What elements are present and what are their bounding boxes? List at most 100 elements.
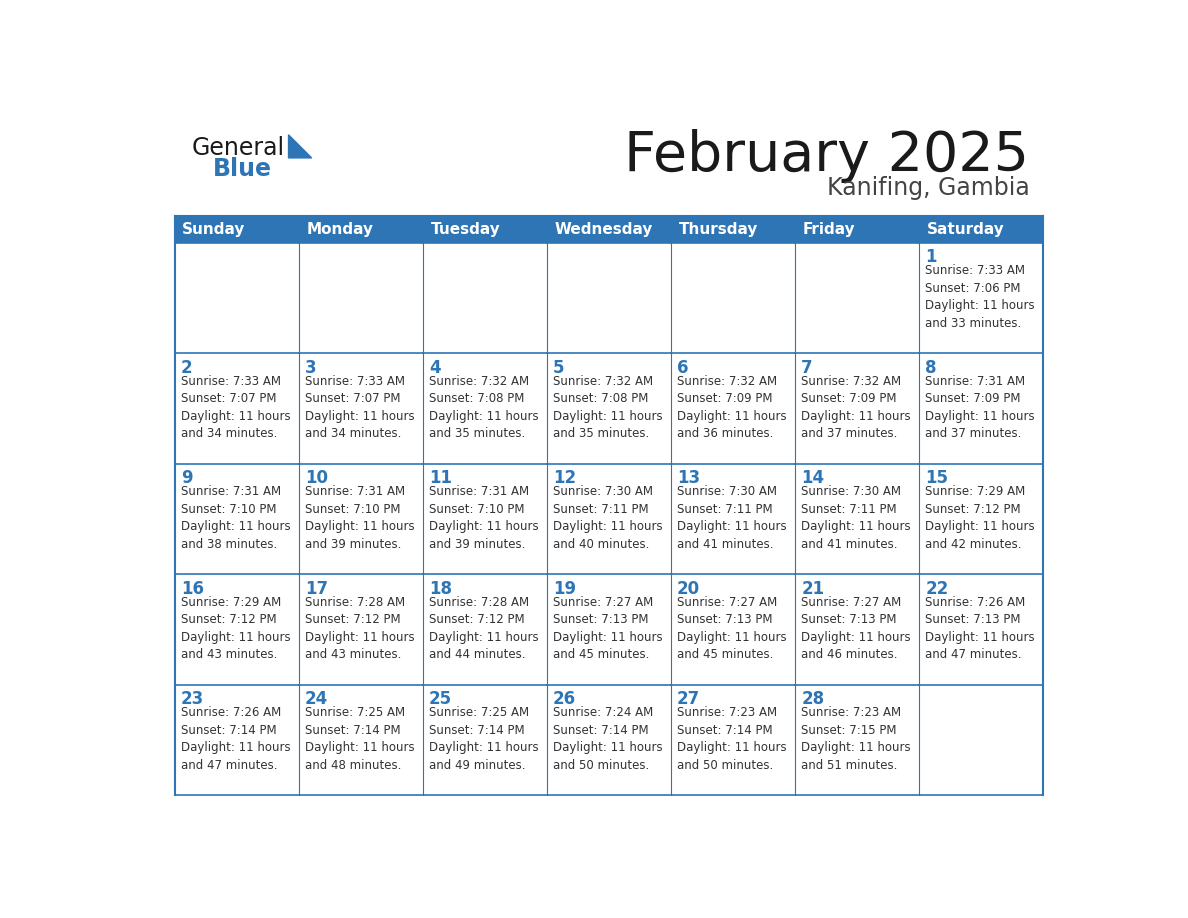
Bar bbox=[920, 353, 1043, 464]
Text: Sunrise: 7:33 AM
Sunset: 7:07 PM
Daylight: 11 hours
and 34 minutes.: Sunrise: 7:33 AM Sunset: 7:07 PM Dayligh… bbox=[305, 375, 415, 441]
Text: 1: 1 bbox=[925, 248, 936, 266]
Text: 5: 5 bbox=[552, 359, 564, 376]
Bar bbox=[546, 242, 671, 353]
Bar bbox=[175, 242, 298, 353]
Text: 2: 2 bbox=[181, 359, 192, 376]
Text: 3: 3 bbox=[305, 359, 316, 376]
Text: 22: 22 bbox=[925, 579, 948, 598]
Text: 24: 24 bbox=[305, 690, 328, 709]
Bar bbox=[423, 464, 546, 575]
Text: 15: 15 bbox=[925, 469, 948, 487]
Text: 6: 6 bbox=[677, 359, 689, 376]
Bar bbox=[920, 464, 1043, 575]
Bar bbox=[298, 242, 423, 353]
Bar bbox=[795, 575, 920, 685]
Bar bbox=[920, 575, 1043, 685]
Text: Sunrise: 7:28 AM
Sunset: 7:12 PM
Daylight: 11 hours
and 43 minutes.: Sunrise: 7:28 AM Sunset: 7:12 PM Dayligh… bbox=[305, 596, 415, 661]
Text: February 2025: February 2025 bbox=[624, 129, 1029, 184]
Text: Sunrise: 7:31 AM
Sunset: 7:10 PM
Daylight: 11 hours
and 39 minutes.: Sunrise: 7:31 AM Sunset: 7:10 PM Dayligh… bbox=[305, 486, 415, 551]
Bar bbox=[298, 464, 423, 575]
Polygon shape bbox=[289, 135, 311, 158]
Bar bbox=[546, 685, 671, 796]
Text: Sunrise: 7:27 AM
Sunset: 7:13 PM
Daylight: 11 hours
and 45 minutes.: Sunrise: 7:27 AM Sunset: 7:13 PM Dayligh… bbox=[677, 596, 786, 661]
Bar bbox=[175, 685, 298, 796]
Text: Sunrise: 7:31 AM
Sunset: 7:10 PM
Daylight: 11 hours
and 39 minutes.: Sunrise: 7:31 AM Sunset: 7:10 PM Dayligh… bbox=[429, 486, 538, 551]
Text: Monday: Monday bbox=[307, 222, 373, 237]
Bar bbox=[175, 575, 298, 685]
Bar bbox=[298, 685, 423, 796]
Text: Sunrise: 7:28 AM
Sunset: 7:12 PM
Daylight: 11 hours
and 44 minutes.: Sunrise: 7:28 AM Sunset: 7:12 PM Dayligh… bbox=[429, 596, 538, 661]
Bar bbox=[795, 353, 920, 464]
Text: 21: 21 bbox=[801, 579, 824, 598]
Text: Sunrise: 7:24 AM
Sunset: 7:14 PM
Daylight: 11 hours
and 50 minutes.: Sunrise: 7:24 AM Sunset: 7:14 PM Dayligh… bbox=[552, 707, 663, 772]
Text: Sunrise: 7:33 AM
Sunset: 7:07 PM
Daylight: 11 hours
and 34 minutes.: Sunrise: 7:33 AM Sunset: 7:07 PM Dayligh… bbox=[181, 375, 290, 441]
Text: Sunrise: 7:29 AM
Sunset: 7:12 PM
Daylight: 11 hours
and 43 minutes.: Sunrise: 7:29 AM Sunset: 7:12 PM Dayligh… bbox=[181, 596, 290, 661]
Bar bbox=[671, 685, 795, 796]
Bar bbox=[423, 353, 546, 464]
Text: 27: 27 bbox=[677, 690, 700, 709]
Text: Sunrise: 7:30 AM
Sunset: 7:11 PM
Daylight: 11 hours
and 40 minutes.: Sunrise: 7:30 AM Sunset: 7:11 PM Dayligh… bbox=[552, 486, 663, 551]
Text: 9: 9 bbox=[181, 469, 192, 487]
Bar bbox=[423, 242, 546, 353]
Text: Sunday: Sunday bbox=[182, 222, 246, 237]
Text: 7: 7 bbox=[801, 359, 813, 376]
Bar bbox=[423, 575, 546, 685]
Text: Sunrise: 7:29 AM
Sunset: 7:12 PM
Daylight: 11 hours
and 42 minutes.: Sunrise: 7:29 AM Sunset: 7:12 PM Dayligh… bbox=[925, 486, 1035, 551]
Text: Tuesday: Tuesday bbox=[430, 222, 500, 237]
Text: 20: 20 bbox=[677, 579, 700, 598]
Bar bbox=[175, 353, 298, 464]
Text: 18: 18 bbox=[429, 579, 451, 598]
Bar bbox=[795, 464, 920, 575]
Text: Sunrise: 7:27 AM
Sunset: 7:13 PM
Daylight: 11 hours
and 45 minutes.: Sunrise: 7:27 AM Sunset: 7:13 PM Dayligh… bbox=[552, 596, 663, 661]
Text: 8: 8 bbox=[925, 359, 936, 376]
Text: Sunrise: 7:32 AM
Sunset: 7:08 PM
Daylight: 11 hours
and 35 minutes.: Sunrise: 7:32 AM Sunset: 7:08 PM Dayligh… bbox=[429, 375, 538, 441]
Text: Sunrise: 7:23 AM
Sunset: 7:15 PM
Daylight: 11 hours
and 51 minutes.: Sunrise: 7:23 AM Sunset: 7:15 PM Dayligh… bbox=[801, 707, 911, 772]
Bar bbox=[920, 242, 1043, 353]
Text: 14: 14 bbox=[801, 469, 824, 487]
Text: 4: 4 bbox=[429, 359, 441, 376]
Bar bbox=[671, 242, 795, 353]
Text: Sunrise: 7:31 AM
Sunset: 7:09 PM
Daylight: 11 hours
and 37 minutes.: Sunrise: 7:31 AM Sunset: 7:09 PM Dayligh… bbox=[925, 375, 1035, 441]
Text: Thursday: Thursday bbox=[678, 222, 758, 237]
Bar bbox=[671, 353, 795, 464]
Text: 26: 26 bbox=[552, 690, 576, 709]
Text: Sunrise: 7:32 AM
Sunset: 7:08 PM
Daylight: 11 hours
and 35 minutes.: Sunrise: 7:32 AM Sunset: 7:08 PM Dayligh… bbox=[552, 375, 663, 441]
Bar bbox=[671, 575, 795, 685]
Text: Sunrise: 7:27 AM
Sunset: 7:13 PM
Daylight: 11 hours
and 46 minutes.: Sunrise: 7:27 AM Sunset: 7:13 PM Dayligh… bbox=[801, 596, 911, 661]
Bar bbox=[546, 353, 671, 464]
Bar bbox=[795, 242, 920, 353]
Text: Sunrise: 7:30 AM
Sunset: 7:11 PM
Daylight: 11 hours
and 41 minutes.: Sunrise: 7:30 AM Sunset: 7:11 PM Dayligh… bbox=[801, 486, 911, 551]
Text: Sunrise: 7:30 AM
Sunset: 7:11 PM
Daylight: 11 hours
and 41 minutes.: Sunrise: 7:30 AM Sunset: 7:11 PM Dayligh… bbox=[677, 486, 786, 551]
Text: Sunrise: 7:32 AM
Sunset: 7:09 PM
Daylight: 11 hours
and 36 minutes.: Sunrise: 7:32 AM Sunset: 7:09 PM Dayligh… bbox=[677, 375, 786, 441]
Text: Saturday: Saturday bbox=[927, 222, 1005, 237]
Bar bbox=[920, 685, 1043, 796]
Text: 19: 19 bbox=[552, 579, 576, 598]
Text: 16: 16 bbox=[181, 579, 203, 598]
Bar bbox=[175, 464, 298, 575]
Text: 12: 12 bbox=[552, 469, 576, 487]
Text: Sunrise: 7:25 AM
Sunset: 7:14 PM
Daylight: 11 hours
and 48 minutes.: Sunrise: 7:25 AM Sunset: 7:14 PM Dayligh… bbox=[305, 707, 415, 772]
Bar bbox=[175, 217, 1043, 242]
Bar bbox=[298, 575, 423, 685]
Bar bbox=[423, 685, 546, 796]
Text: General: General bbox=[191, 136, 285, 160]
Text: 25: 25 bbox=[429, 690, 451, 709]
Text: 10: 10 bbox=[305, 469, 328, 487]
Text: Sunrise: 7:26 AM
Sunset: 7:14 PM
Daylight: 11 hours
and 47 minutes.: Sunrise: 7:26 AM Sunset: 7:14 PM Dayligh… bbox=[181, 707, 290, 772]
Text: Sunrise: 7:26 AM
Sunset: 7:13 PM
Daylight: 11 hours
and 47 minutes.: Sunrise: 7:26 AM Sunset: 7:13 PM Dayligh… bbox=[925, 596, 1035, 661]
Bar bbox=[546, 464, 671, 575]
Bar bbox=[298, 353, 423, 464]
Text: 13: 13 bbox=[677, 469, 700, 487]
Bar bbox=[546, 575, 671, 685]
Text: Sunrise: 7:23 AM
Sunset: 7:14 PM
Daylight: 11 hours
and 50 minutes.: Sunrise: 7:23 AM Sunset: 7:14 PM Dayligh… bbox=[677, 707, 786, 772]
Text: 28: 28 bbox=[801, 690, 824, 709]
Text: Sunrise: 7:32 AM
Sunset: 7:09 PM
Daylight: 11 hours
and 37 minutes.: Sunrise: 7:32 AM Sunset: 7:09 PM Dayligh… bbox=[801, 375, 911, 441]
Text: Blue: Blue bbox=[213, 157, 272, 181]
Text: Sunrise: 7:33 AM
Sunset: 7:06 PM
Daylight: 11 hours
and 33 minutes.: Sunrise: 7:33 AM Sunset: 7:06 PM Dayligh… bbox=[925, 264, 1035, 330]
Text: Sunrise: 7:25 AM
Sunset: 7:14 PM
Daylight: 11 hours
and 49 minutes.: Sunrise: 7:25 AM Sunset: 7:14 PM Dayligh… bbox=[429, 707, 538, 772]
Text: 11: 11 bbox=[429, 469, 451, 487]
Text: Kanifing, Gambia: Kanifing, Gambia bbox=[827, 175, 1029, 199]
Text: 17: 17 bbox=[305, 579, 328, 598]
Text: Wednesday: Wednesday bbox=[555, 222, 653, 237]
Bar bbox=[795, 685, 920, 796]
